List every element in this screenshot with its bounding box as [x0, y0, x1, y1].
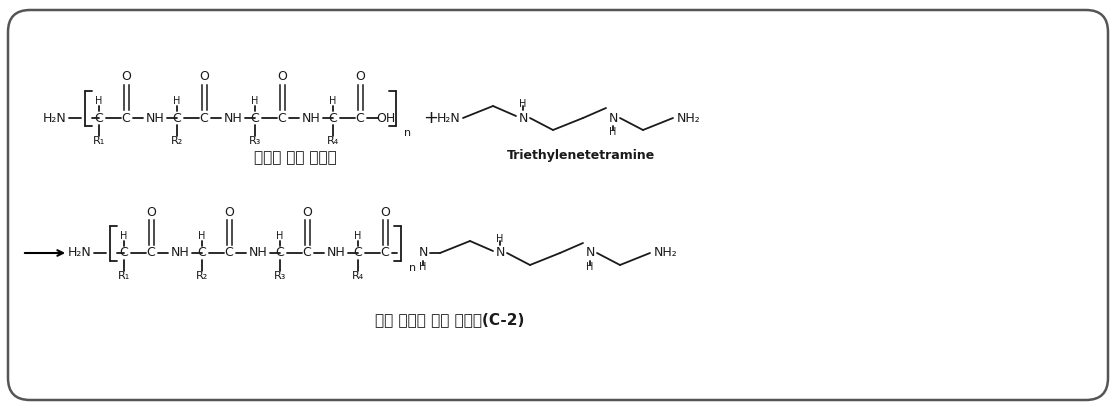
Text: R₃: R₃	[249, 136, 262, 146]
Text: C: C	[353, 246, 362, 259]
Text: H: H	[419, 262, 427, 272]
Text: OH: OH	[377, 111, 396, 124]
Text: C: C	[122, 111, 131, 124]
Text: H: H	[586, 262, 594, 272]
Text: N: N	[519, 111, 528, 124]
Text: C: C	[277, 111, 286, 124]
Text: C: C	[120, 246, 129, 259]
Text: +: +	[424, 109, 438, 127]
Text: H: H	[198, 231, 206, 241]
Text: O: O	[199, 71, 209, 84]
Text: R₁: R₁	[93, 136, 105, 146]
Text: C: C	[380, 246, 389, 259]
Text: C: C	[198, 246, 207, 259]
Text: H: H	[520, 99, 527, 109]
Text: H: H	[496, 234, 504, 244]
Text: H: H	[330, 96, 337, 106]
Text: N: N	[586, 246, 595, 259]
Text: NH₂: NH₂	[654, 246, 678, 259]
Text: R₃: R₃	[274, 271, 286, 281]
Text: H₂N: H₂N	[437, 111, 461, 124]
Text: 단백질 가수 분해물: 단백질 가수 분해물	[254, 151, 337, 166]
Text: C: C	[225, 246, 234, 259]
Text: NH: NH	[224, 111, 243, 124]
Text: C: C	[303, 246, 312, 259]
Text: O: O	[380, 206, 390, 219]
Text: H: H	[252, 96, 258, 106]
Text: H₂N: H₂N	[68, 246, 92, 259]
Text: C: C	[146, 246, 155, 259]
Text: NH: NH	[248, 246, 267, 259]
Text: O: O	[224, 206, 234, 219]
Text: Triethylenetetramine: Triethylenetetramine	[506, 149, 655, 162]
Text: H₂N: H₂N	[44, 111, 67, 124]
Text: R₂: R₂	[196, 271, 208, 281]
Text: C: C	[276, 246, 284, 259]
Text: O: O	[121, 71, 131, 84]
Text: H: H	[354, 231, 362, 241]
Text: NH: NH	[302, 111, 321, 124]
Text: R₂: R₂	[171, 136, 183, 146]
Text: NH: NH	[171, 246, 189, 259]
Text: C: C	[250, 111, 259, 124]
Text: n: n	[404, 128, 411, 138]
Text: NH: NH	[145, 111, 164, 124]
Text: O: O	[356, 71, 364, 84]
Text: R₁: R₁	[117, 271, 130, 281]
Text: H: H	[121, 231, 127, 241]
Text: H: H	[276, 231, 284, 241]
Text: N: N	[608, 111, 617, 124]
Text: R₄: R₄	[326, 136, 339, 146]
Text: H: H	[173, 96, 181, 106]
Text: C: C	[356, 111, 364, 124]
Text: H: H	[609, 127, 617, 137]
Text: NH₂: NH₂	[678, 111, 701, 124]
Text: n: n	[409, 263, 416, 273]
Text: C: C	[95, 111, 103, 124]
Text: O: O	[146, 206, 155, 219]
Text: N: N	[495, 246, 504, 259]
Text: NH: NH	[326, 246, 345, 259]
Text: 변성 단백질 가수 분해물(C-2): 변성 단백질 가수 분해물(C-2)	[376, 313, 524, 328]
Text: C: C	[200, 111, 208, 124]
Text: C: C	[172, 111, 181, 124]
Text: C: C	[329, 111, 338, 124]
Text: H: H	[95, 96, 103, 106]
Text: N: N	[418, 246, 428, 259]
Text: O: O	[302, 206, 312, 219]
Text: R₄: R₄	[352, 271, 364, 281]
Text: O: O	[277, 71, 287, 84]
